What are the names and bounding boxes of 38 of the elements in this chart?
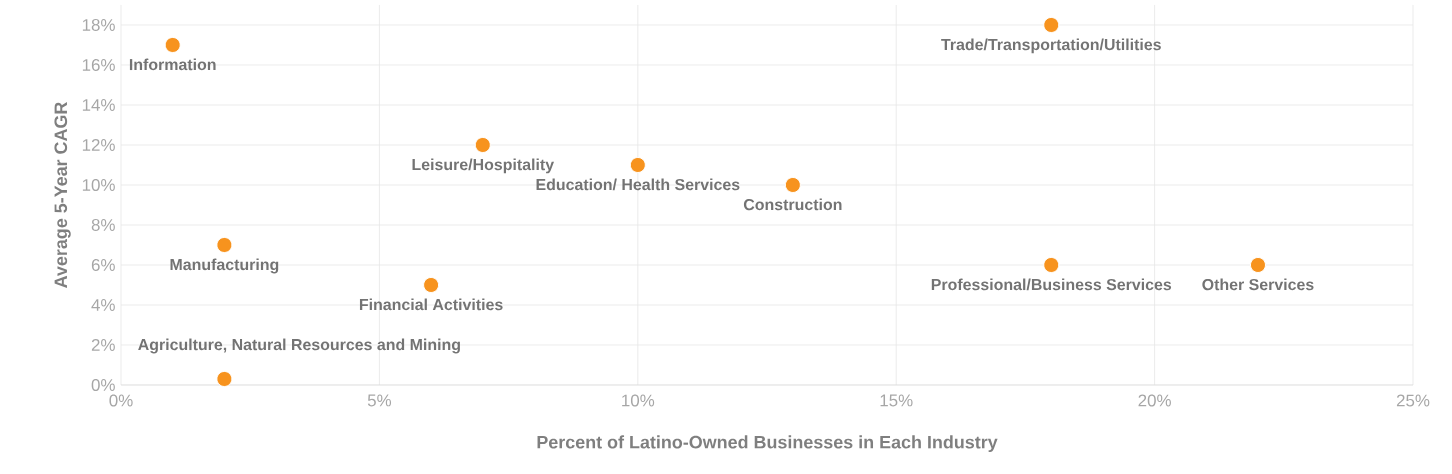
y-tick-label: 2%	[91, 339, 115, 351]
x-tick-label: 5%	[367, 394, 392, 407]
annotation: Construction	[743, 198, 842, 211]
annotation: Trade/Transportation/Utilities	[941, 38, 1161, 54]
annotation: Professional/Business Services	[931, 278, 1172, 291]
y-tick-label: 8%	[91, 218, 115, 231]
x-tick-label: 25%	[1396, 394, 1430, 407]
point	[474, 136, 491, 153]
y-tick-label: 12%	[82, 139, 115, 151]
point	[1249, 256, 1266, 273]
y-tick-label: 14%	[82, 99, 115, 111]
annotation: Financial Activities	[359, 298, 503, 311]
annotation: Manufacturing	[170, 258, 279, 274]
annotation: Other Services	[1202, 278, 1314, 291]
y-tick-label: 18%	[82, 18, 115, 31]
point	[216, 370, 233, 387]
point	[1043, 256, 1060, 273]
point	[423, 276, 440, 293]
y-axis-title: Average 5-Year CAGR	[54, 102, 71, 288]
point	[784, 176, 801, 193]
annotation: Information	[129, 58, 216, 71]
point	[216, 236, 233, 253]
y-tick-label: 4%	[91, 299, 115, 311]
x-axis-title: Percent of Latino-Owned Businesses in Each Industry	[537, 435, 998, 453]
x-tick-label: 10%	[622, 394, 655, 407]
annotation: Agriculture, Natural Resources and Mining	[138, 338, 460, 354]
x-tick-label: 0%	[109, 394, 133, 407]
x-tick-label: 15%	[880, 394, 913, 407]
point	[1043, 16, 1060, 33]
y-tick-label: 0%	[91, 378, 115, 391]
annotation: Leisure/Hospitality	[412, 158, 555, 174]
y-tick-label: 16%	[82, 58, 115, 71]
point	[629, 156, 646, 173]
point	[164, 36, 181, 53]
y-tick-label: 6%	[91, 258, 115, 271]
annotation: Education/ Health Services	[536, 178, 740, 191]
x-tick-label: 20%	[1138, 394, 1171, 407]
y-tick-label: 10%	[82, 178, 115, 191]
